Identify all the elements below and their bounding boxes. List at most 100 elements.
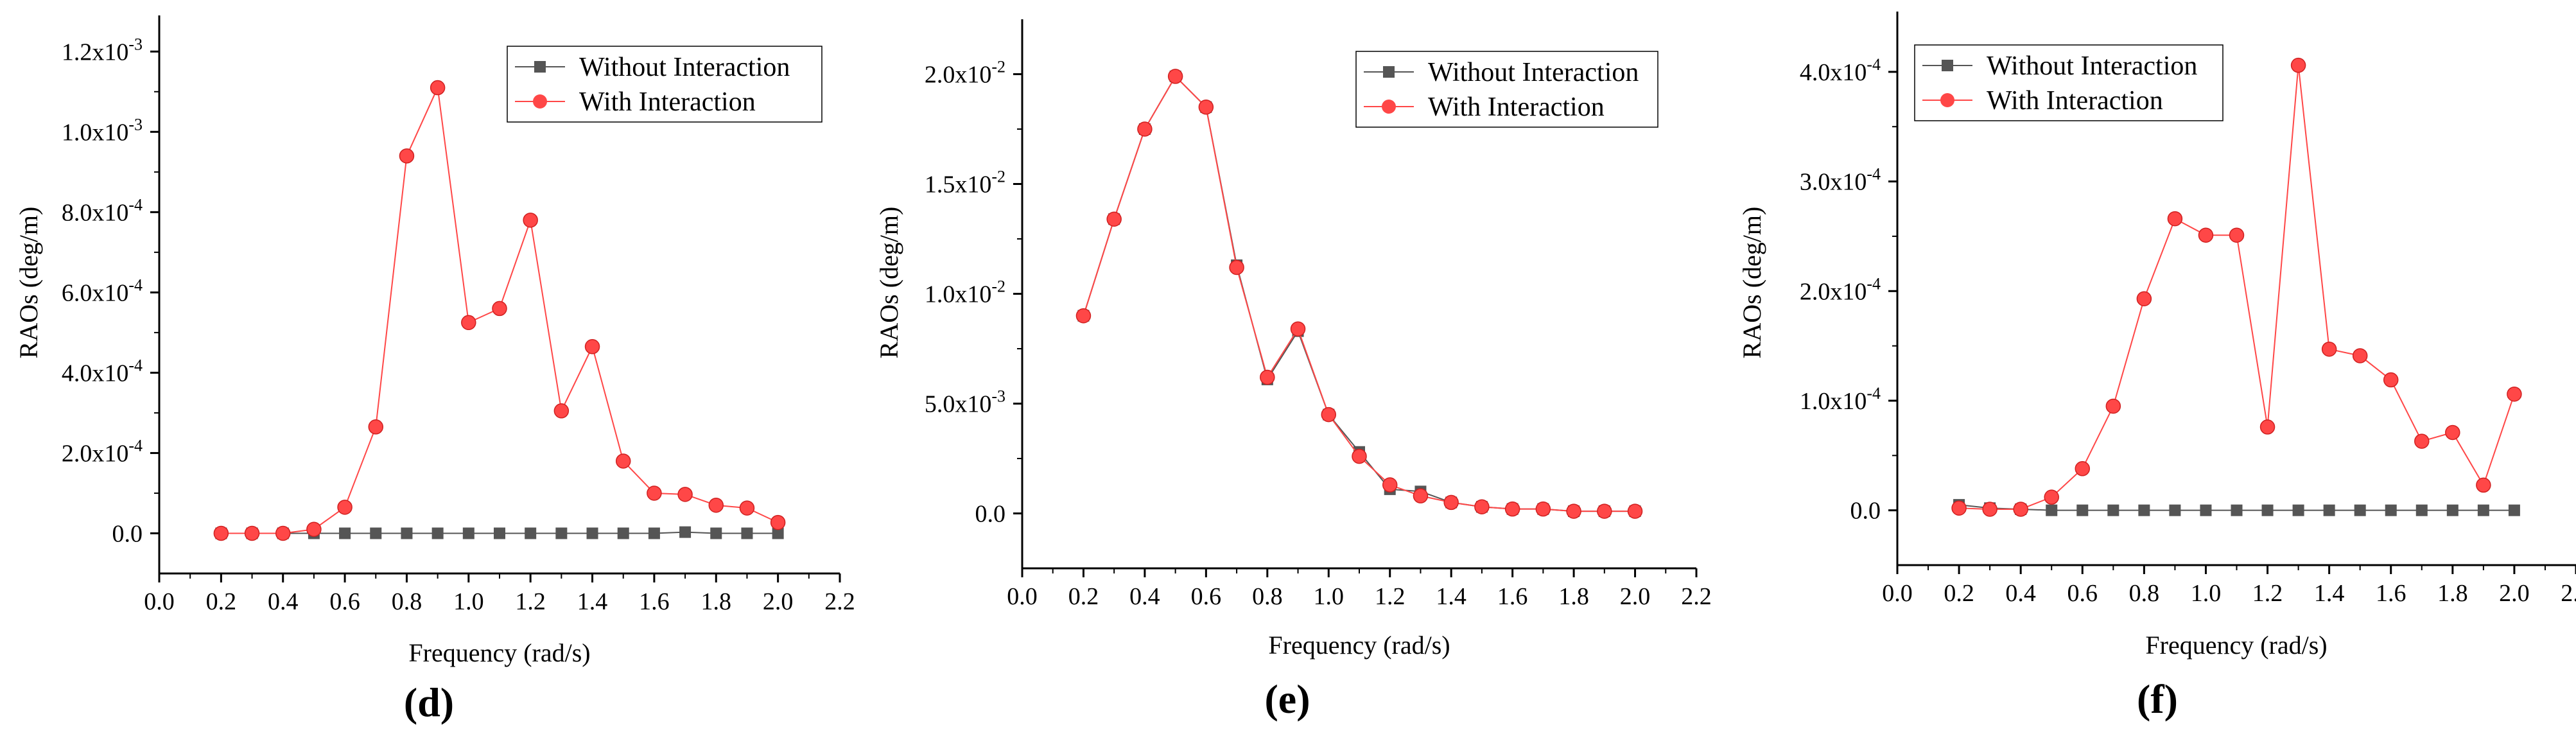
- chart-d: 0.0 0.2 0.4 0.6 0.8 1.0 1.2 1.4 1.6 1.8 2.0 2.2 0.0 2…: [14, 15, 855, 725]
- data-point-with: [2259, 419, 2276, 435]
- data-point-without: [648, 527, 660, 539]
- x-tick-label: 0.6: [2067, 580, 2098, 607]
- y-tick-label: 4.0x10-4: [62, 356, 143, 387]
- data-point-without: [2292, 504, 2304, 516]
- data-point-with: [1321, 406, 1337, 423]
- x-tick-label: 1.4: [577, 588, 608, 615]
- series-line-with: [1083, 75, 1635, 512]
- data-point-with: [739, 500, 755, 516]
- y-tick-label: 4.0x10-4: [1800, 55, 1881, 86]
- x-tick-label: 0.2: [1944, 580, 1974, 607]
- data-point-without: [494, 527, 505, 539]
- data-point-without: [2231, 504, 2243, 516]
- data-point-without: [555, 527, 568, 539]
- x-tick-label: 2.2: [2561, 580, 2576, 607]
- legend-label: Without Interaction: [1987, 51, 2197, 81]
- data-point-without: [2261, 504, 2274, 516]
- data-point-with: [1566, 503, 1581, 519]
- data-point-with: [1474, 499, 1490, 514]
- data-point-with: [430, 80, 446, 96]
- data-point-without: [772, 527, 784, 539]
- data-point-with: [1137, 121, 1153, 137]
- legend-marker-square: [1383, 66, 1395, 78]
- data-point-without: [2076, 504, 2089, 516]
- series-line-without: [1083, 75, 1635, 512]
- x-tick-label: 2.0: [763, 588, 794, 615]
- data-point-with: [2013, 502, 2028, 517]
- x-tick-label: 2.2: [1681, 583, 1712, 610]
- data-point-with: [399, 148, 415, 164]
- legend-marker-circle: [1940, 93, 1954, 107]
- data-point-with: [2383, 372, 2399, 388]
- data-point-with: [1229, 259, 1244, 275]
- x-tick-label: 0.4: [1129, 583, 1160, 610]
- data-point-without: [2323, 504, 2335, 516]
- x-tick-label: 0.2: [1068, 583, 1099, 610]
- data-point-with: [1597, 503, 1612, 519]
- x-tick-label: 2.0: [2499, 580, 2530, 607]
- x-tick-label: 1.8: [2437, 580, 2468, 607]
- data-point-with: [306, 521, 322, 537]
- data-point-with: [2075, 461, 2091, 476]
- data-point-without: [2046, 504, 2058, 516]
- data-point-without: [2354, 504, 2366, 516]
- data-point-with: [368, 419, 384, 435]
- data-point-with: [2167, 211, 2183, 227]
- data-point-with: [615, 453, 631, 469]
- y-tick-label: 1.2x10-3: [62, 35, 143, 66]
- legend: Without Interaction With Interaction: [1914, 44, 2224, 121]
- data-point-without: [741, 527, 753, 539]
- legend-marker-square: [534, 61, 546, 73]
- data-point-without: [370, 527, 382, 539]
- x-tick-label: 1.6: [1497, 583, 1528, 610]
- data-point-with: [708, 497, 724, 513]
- data-point-without: [2446, 504, 2459, 516]
- x-axis-title: Frequency (rad/s): [1268, 631, 1450, 660]
- data-point-with: [2105, 398, 2121, 414]
- y-tick-label: 0.0: [975, 501, 1006, 528]
- y-tick-label: 2.0x10-4: [62, 436, 143, 467]
- legend: Without Interaction With Interaction: [507, 46, 822, 123]
- data-point-with: [770, 514, 786, 530]
- data-point-with: [553, 403, 570, 419]
- legend-label: Without Interaction: [579, 53, 790, 82]
- legend: Without Interaction With Interaction: [1355, 51, 1658, 128]
- y-tick-label: 0.0: [112, 520, 143, 547]
- data-point-with: [1167, 69, 1183, 84]
- panel-label: (f): [2137, 676, 2178, 722]
- x-tick-label: 1.4: [1436, 583, 1466, 610]
- x-tick-label: 1.0: [1314, 583, 1345, 610]
- data-point-with: [244, 525, 260, 541]
- y-tick-label: 8.0x10-4: [62, 195, 143, 226]
- x-tick-label: 2.2: [824, 588, 855, 615]
- data-point-with: [1982, 502, 1997, 517]
- x-tick-label: 0.8: [392, 588, 422, 615]
- data-point-with: [1260, 369, 1275, 385]
- data-point-without: [462, 527, 474, 539]
- data-point-with: [2229, 227, 2245, 243]
- y-axis-title: RAOs (deg/m): [1737, 207, 1766, 359]
- data-point-without: [2107, 504, 2119, 516]
- data-point-with: [1535, 501, 1551, 517]
- data-point-without: [2477, 504, 2489, 516]
- x-tick-label: 2.0: [1620, 583, 1651, 610]
- x-tick-label: 1.2: [515, 588, 546, 615]
- data-point-without: [2415, 504, 2428, 516]
- x-tick-label: 0.0: [144, 588, 175, 615]
- y-tick-label: 1.0x10-2: [925, 277, 1005, 308]
- legend-label: With Interaction: [579, 87, 756, 117]
- x-tick-label: 1.6: [639, 588, 670, 615]
- data-point-with: [1951, 500, 1967, 516]
- y-tick-label: 6.0x10-4: [62, 275, 143, 306]
- data-point-with: [2290, 57, 2306, 73]
- x-tick-label: 0.6: [1191, 583, 1222, 610]
- y-tick-label: 0.0: [1850, 498, 1881, 525]
- data-point-with: [523, 213, 538, 228]
- data-point-with: [2414, 433, 2430, 449]
- data-point-without: [2508, 504, 2520, 516]
- data-point-without: [2200, 504, 2212, 516]
- data-point-without: [617, 527, 629, 539]
- x-tick-label: 0.2: [206, 588, 237, 615]
- x-tick-label: 0.8: [1252, 583, 1283, 610]
- x-tick-label: 0.6: [329, 588, 360, 615]
